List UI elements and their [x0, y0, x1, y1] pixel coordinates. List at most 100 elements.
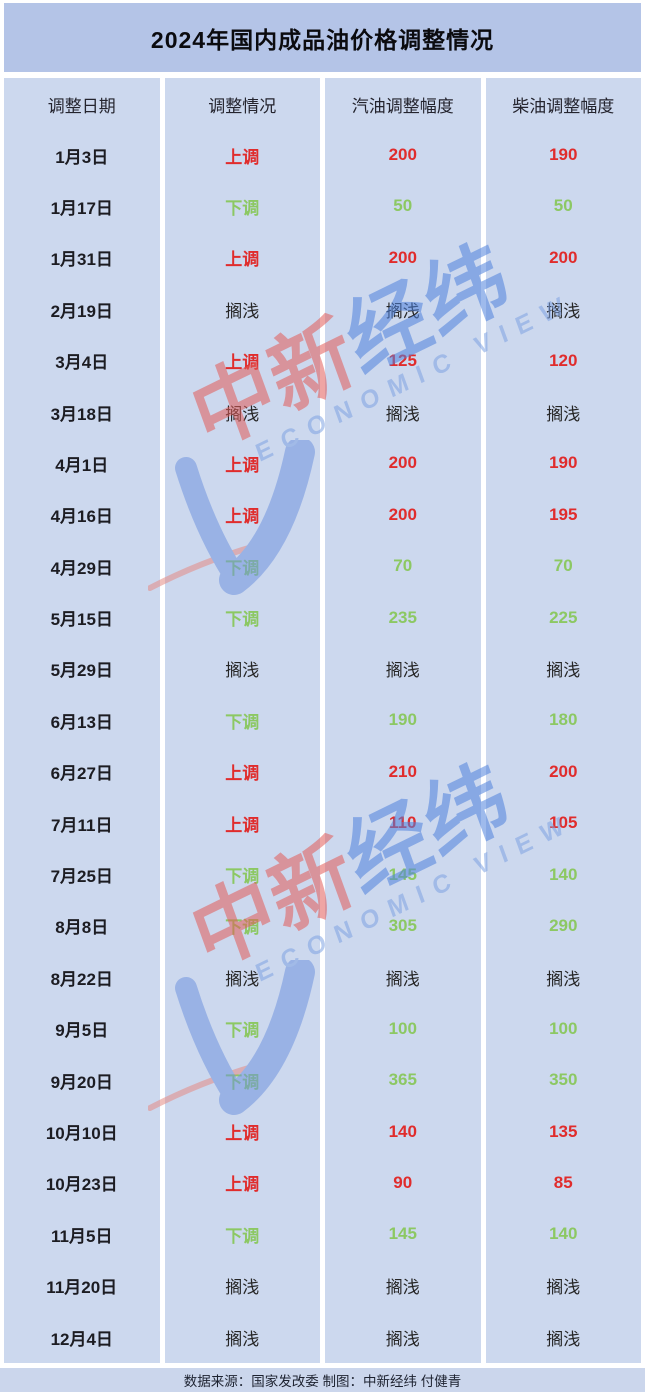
cell-gasoline: 200: [325, 437, 481, 490]
cell-diesel: 190: [485, 437, 641, 490]
cell-diesel: 135: [485, 1105, 641, 1158]
cell-status: 搁浅: [164, 1311, 320, 1363]
cell-date: 4月29日: [4, 540, 160, 592]
cell-diesel: 195: [485, 489, 641, 541]
cell-diesel: 50: [485, 180, 641, 233]
cell-date: 1月31日: [4, 232, 160, 284]
cell-gasoline: 140: [325, 1105, 481, 1158]
price-table: 调整日期 调整情况 汽油调整幅度 柴油调整幅度 1月3日 上调 200 190 1月17…: [4, 78, 641, 1363]
cell-gasoline: 搁浅: [325, 283, 481, 335]
cell-date: 7月11日: [4, 797, 160, 849]
cell-status: 上调: [164, 1105, 320, 1158]
cell-gasoline: 搁浅: [325, 951, 481, 1004]
cell-date: 7月25日: [4, 848, 160, 901]
cell-status: 搁浅: [164, 386, 320, 438]
cell-status: 上调: [164, 1157, 320, 1209]
source-credit: 数据来源：国家发改委 制图：中新经纬 付健青: [183, 1374, 462, 1389]
cell-status: 上调: [164, 489, 320, 541]
column-header-gasoline: 汽油调整幅度: [325, 78, 481, 130]
cell-date: 11月20日: [4, 1259, 160, 1312]
cell-diesel: 搁浅: [485, 283, 641, 335]
cell-diesel: 搁浅: [485, 643, 641, 695]
cell-gasoline: 200: [325, 489, 481, 541]
cell-status: 上调: [164, 746, 320, 798]
cell-diesel: 225: [485, 591, 641, 644]
cell-gasoline: 200: [325, 232, 481, 284]
cell-gasoline: 145: [325, 1208, 481, 1260]
cell-gasoline: 210: [325, 746, 481, 798]
cell-gasoline: 100: [325, 1003, 481, 1055]
cell-date: 11月5日: [4, 1208, 160, 1260]
cell-status: 搁浅: [164, 1259, 320, 1312]
cell-status: 上调: [164, 129, 320, 181]
column-header-diesel: 柴油调整幅度: [485, 78, 641, 130]
cell-date: 9月20日: [4, 1054, 160, 1106]
cell-status: 下调: [164, 1003, 320, 1055]
cell-status: 下调: [164, 591, 320, 644]
cell-status: 搁浅: [164, 283, 320, 335]
cell-diesel: 搁浅: [485, 951, 641, 1004]
cell-date: 1月17日: [4, 180, 160, 233]
cell-status: 下调: [164, 1208, 320, 1260]
cell-date: 4月16日: [4, 489, 160, 541]
cell-date: 2月19日: [4, 283, 160, 335]
cell-gasoline: 搁浅: [325, 1259, 481, 1312]
cell-diesel: 搁浅: [485, 1311, 641, 1363]
cell-date: 9月5日: [4, 1003, 160, 1055]
cell-status: 上调: [164, 232, 320, 284]
cell-date: 8月22日: [4, 951, 160, 1004]
cell-status: 上调: [164, 797, 320, 849]
column-header-status: 调整情况: [164, 78, 320, 130]
cell-diesel: 70: [485, 540, 641, 592]
cell-date: 6月27日: [4, 746, 160, 798]
footer-band: 数据来源：国家发改委 制图：中新经纬 付健青: [0, 1368, 645, 1392]
cell-diesel: 350: [485, 1054, 641, 1106]
cell-diesel: 85: [485, 1157, 641, 1209]
cell-diesel: 200: [485, 232, 641, 284]
cell-date: 12月4日: [4, 1311, 160, 1363]
cell-status: 下调: [164, 900, 320, 952]
cell-gasoline: 200: [325, 129, 481, 181]
cell-status: 上调: [164, 437, 320, 490]
cell-diesel: 140: [485, 1208, 641, 1260]
page-title: 2024年国内成品油价格调整情况: [150, 26, 495, 53]
cell-date: 10月23日: [4, 1157, 160, 1209]
cell-status: 上调: [164, 334, 320, 387]
cell-gasoline: 190: [325, 694, 481, 747]
cell-diesel: 180: [485, 694, 641, 747]
cell-diesel: 搁浅: [485, 1259, 641, 1312]
cell-diesel: 105: [485, 797, 641, 849]
cell-gasoline: 110: [325, 797, 481, 849]
cell-date: 1月3日: [4, 129, 160, 181]
cell-date: 4月1日: [4, 437, 160, 490]
cell-gasoline: 50: [325, 180, 481, 233]
cell-status: 下调: [164, 694, 320, 747]
cell-date: 3月4日: [4, 334, 160, 387]
cell-gasoline: 搁浅: [325, 643, 481, 695]
cell-diesel: 200: [485, 746, 641, 798]
cell-status: 下调: [164, 848, 320, 901]
cell-gasoline: 搁浅: [325, 1311, 481, 1363]
cell-date: 8月8日: [4, 900, 160, 952]
cell-date: 5月15日: [4, 591, 160, 644]
cell-diesel: 120: [485, 334, 641, 387]
cell-date: 3月18日: [4, 386, 160, 438]
cell-date: 10月10日: [4, 1105, 160, 1158]
cell-diesel: 搁浅: [485, 386, 641, 438]
cell-status: 搁浅: [164, 951, 320, 1004]
cell-gasoline: 235: [325, 591, 481, 644]
cell-gasoline: 145: [325, 848, 481, 901]
cell-gasoline: 365: [325, 1054, 481, 1106]
cell-diesel: 140: [485, 848, 641, 901]
cell-status: 下调: [164, 1054, 320, 1106]
cell-gasoline: 90: [325, 1157, 481, 1209]
cell-date: 5月29日: [4, 643, 160, 695]
cell-gasoline: 70: [325, 540, 481, 592]
cell-gasoline: 125: [325, 334, 481, 387]
cell-date: 6月13日: [4, 694, 160, 747]
cell-status: 下调: [164, 180, 320, 233]
cell-diesel: 190: [485, 129, 641, 181]
cell-diesel: 100: [485, 1003, 641, 1055]
cell-gasoline: 305: [325, 900, 481, 952]
